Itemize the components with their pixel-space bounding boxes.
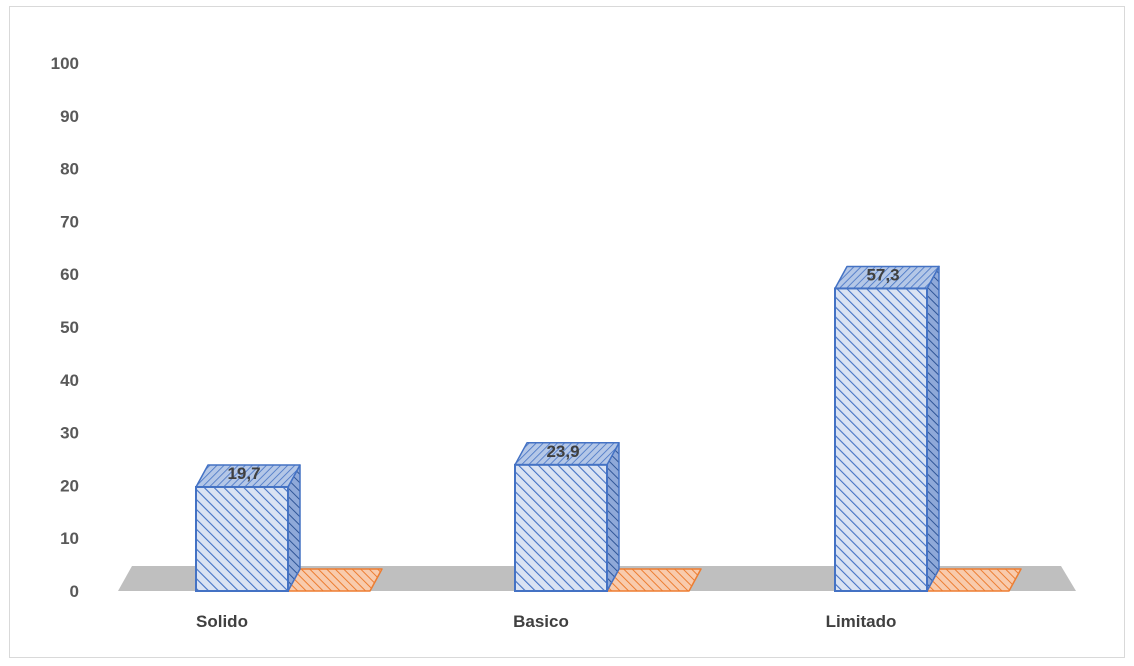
bar-basico [514,463,608,593]
y-axis-tick-label: 100 [51,54,79,73]
chart-frame: 0 10 20 30 40 50 60 70 80 90 100 19,7 23,9 57,3 Soli… [9,6,1125,658]
y-axis-tick-label: 10 [60,529,79,548]
y-axis-tick-label: 70 [60,212,79,231]
y-axis-tick-label: 20 [60,476,79,495]
y-axis-tick-label: 60 [60,265,79,284]
x-axis-category-label: Limitado [826,612,897,631]
bar-solido [195,485,289,593]
data-label: 23,9 [546,442,579,461]
data-label: 57,3 [866,265,899,284]
bar-chart-3d: 0 10 20 30 40 50 60 70 80 90 100 19,7 23,9 57,3 Soli… [51,54,1076,631]
y-axis-tick-label: 80 [60,160,79,179]
data-label: 19,7 [227,464,260,483]
x-axis-category-label: Basico [513,612,569,631]
bar-series2-top [287,568,383,592]
bar-side-face [606,442,620,592]
bar-series2-top [926,568,1022,592]
bar-side-face [926,265,940,592]
y-axis-tick-label: 90 [60,107,79,126]
x-axis-category-label: Solido [196,612,248,631]
y-axis-tick-label: 30 [60,424,79,443]
bar-limitado [834,287,928,592]
bar-series2-top [606,568,702,592]
y-axis-tick-label: 0 [70,582,79,601]
y-axis-tick-label: 40 [60,371,79,390]
y-axis-tick-label: 50 [60,318,79,337]
